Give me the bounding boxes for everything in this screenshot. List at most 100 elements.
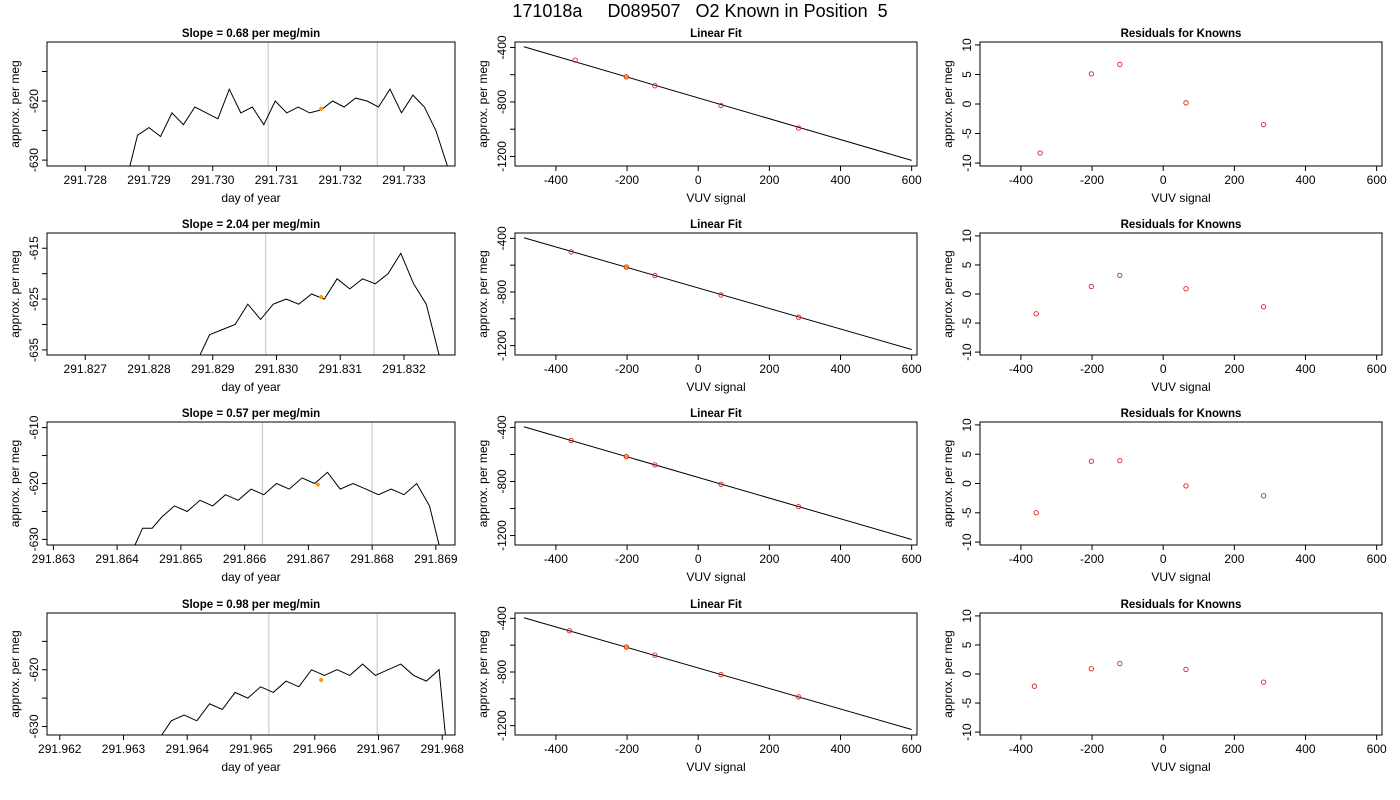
data-trace [134,471,440,545]
fit-line [523,426,912,540]
panel-frame [979,232,1383,356]
data-point [1117,61,1123,68]
panel-frame [46,41,456,167]
panel-title: Residuals for Knowns [1121,28,1242,40]
data-point [1183,483,1189,489]
x-tick-label: -400 [1009,173,1033,187]
data-point [623,644,630,650]
x-tick-label: 291.730 [191,173,235,187]
x-tick-label: 0 [695,173,702,187]
x-tick-label: 200 [1224,362,1244,376]
data-point [652,272,658,279]
y-tick-label: 10 [960,38,974,52]
data-point [1260,493,1267,499]
data-point [572,57,578,63]
y-tick-label: -610 [27,415,41,439]
data-point [568,437,574,444]
x-axis-label: day of year [221,380,280,394]
y-tick-label: -10 [960,533,974,551]
data-point [1260,679,1267,685]
x-tick-label: -400 [1009,362,1033,376]
plot-area [134,422,440,545]
x-axis-label: VUV signal [686,380,745,394]
y-tick-label: -800 [495,280,509,304]
x-tick-label: 291.967 [357,742,401,756]
x-tick-label: 400 [830,552,850,566]
x-tick-label: -400 [1009,552,1033,566]
data-point [566,628,573,634]
y-tick-label: -620 [27,89,41,113]
panel-title: Residuals for Knowns [1121,408,1242,420]
x-tick-label: -400 [544,742,568,756]
y-tick-label: -635 [27,338,41,362]
data-point [652,83,658,89]
data-point [1183,286,1189,292]
panel-frame [979,612,1383,736]
x-tick-label: 0 [1160,173,1167,187]
y-axis-label: approx. per meg [941,250,955,337]
panel-title: Slope = 0.57 per meg/min [182,408,320,420]
x-tick-label: 291.868 [350,552,394,566]
x-tick-label: 291.962 [38,742,82,756]
x-tick-label: 200 [759,173,779,187]
data-point [1260,122,1267,128]
panel-3-0: Slope = 0.98 per meg/min 291.962 291.963 29… [8,599,464,774]
fit-line [523,46,912,161]
x-tick-label: 600 [1367,742,1387,756]
fit-line [523,237,912,350]
y-tick-label: 5 [960,261,974,268]
x-tick-label: 291.828 [127,362,171,376]
y-axis-label: approx. per meg [8,250,22,337]
x-tick-label: 600 [1367,362,1387,376]
data-point [1033,311,1039,317]
data-point [1183,100,1189,106]
y-axis-label: approx. per meg [941,60,955,147]
panel-title: Slope = 0.68 per meg/min [182,28,320,40]
x-axis-label: VUV signal [686,191,745,205]
y-tick-label: -5 [960,317,974,328]
fit-line [523,617,912,730]
y-axis-label: approx. per meg [476,630,490,717]
panel-frame [979,421,1383,546]
x-tick-label: 291.732 [319,173,363,187]
data-point [1117,660,1123,667]
y-axis-label: approx. per meg [476,60,490,147]
y-axis-label: approx. per meg [8,440,22,527]
x-tick-label: 291.864 [95,552,139,566]
x-axis-label: VUV signal [1151,760,1210,774]
x-tick-label: 0 [1160,362,1167,376]
panel-frame [46,421,456,546]
current-point-marker [319,295,324,300]
x-tick-label: 291.966 [293,742,337,756]
x-axis-label: VUV signal [1151,380,1210,394]
data-point [1088,458,1095,464]
data-point [1260,304,1267,310]
panel-title: Linear Fit [690,599,742,611]
current-point-marker [319,106,324,111]
y-tick-label: -630 [27,714,41,738]
panel-frame [46,232,456,356]
x-tick-label: -400 [1009,742,1033,756]
data-point [795,314,802,320]
x-tick-label: 291.866 [223,552,267,566]
highlight-point [624,75,628,79]
panel-3-1: Linear Fit -400 -200 0 200 400 600 VUV signal -4… [476,599,922,774]
y-tick-label: -10 [960,343,974,361]
y-axis-label: approx. per meg [8,60,22,147]
y-tick-label: -1200 [495,710,509,741]
panel-title: Linear Fit [690,219,742,231]
data-point [623,74,630,80]
y-tick-label: -400 [495,226,509,250]
x-tick-label: 600 [902,742,922,756]
x-tick-label: -400 [544,173,568,187]
data-point [795,503,802,510]
data-point [718,481,724,487]
panel-2-2: Residuals for Knowns -400 -200 0 200 400 600 VU… [941,408,1387,584]
data-point [1033,510,1039,516]
data-point [1117,272,1123,279]
x-axis-label: VUV signal [1151,570,1210,584]
y-axis-label: approx. per meg [476,440,490,527]
x-tick-label: 291.965 [229,742,273,756]
data-point [1088,71,1095,77]
